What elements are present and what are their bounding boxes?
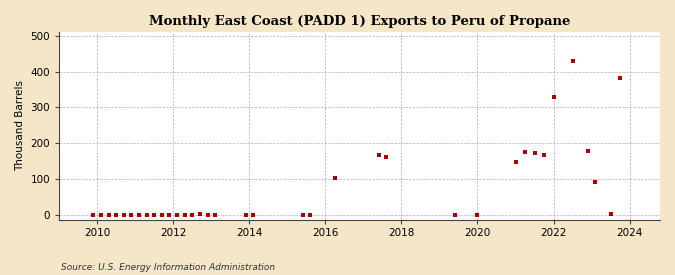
- Point: [96, 213, 107, 217]
- Point: [118, 213, 129, 217]
- Point: [141, 212, 152, 217]
- Point: [520, 150, 531, 155]
- Point: [103, 212, 114, 217]
- Point: [111, 213, 122, 217]
- Point: [157, 212, 167, 217]
- Y-axis label: Thousand Barrels: Thousand Barrels: [15, 80, 25, 171]
- Point: [171, 213, 182, 217]
- Point: [373, 153, 384, 157]
- Point: [194, 212, 205, 216]
- Point: [187, 212, 198, 217]
- Point: [605, 212, 616, 216]
- Point: [583, 148, 593, 153]
- Point: [590, 180, 601, 184]
- Text: Source: U.S. Energy Information Administration: Source: U.S. Energy Information Administ…: [61, 263, 275, 272]
- Point: [210, 213, 221, 217]
- Point: [305, 212, 316, 217]
- Point: [240, 213, 251, 217]
- Point: [164, 213, 175, 217]
- Point: [529, 151, 540, 155]
- Point: [329, 176, 340, 180]
- Point: [615, 75, 626, 80]
- Point: [149, 213, 160, 217]
- Point: [297, 213, 308, 217]
- Point: [510, 160, 521, 164]
- Point: [126, 212, 137, 217]
- Point: [472, 213, 483, 217]
- Point: [88, 213, 99, 217]
- Point: [381, 155, 392, 159]
- Point: [539, 153, 549, 157]
- Point: [202, 212, 213, 217]
- Point: [180, 213, 190, 217]
- Point: [134, 213, 144, 217]
- Point: [567, 59, 578, 63]
- Title: Monthly East Coast (PADD 1) Exports to Peru of Propane: Monthly East Coast (PADD 1) Exports to P…: [149, 15, 570, 28]
- Point: [248, 213, 259, 217]
- Point: [548, 95, 559, 99]
- Point: [450, 212, 460, 217]
